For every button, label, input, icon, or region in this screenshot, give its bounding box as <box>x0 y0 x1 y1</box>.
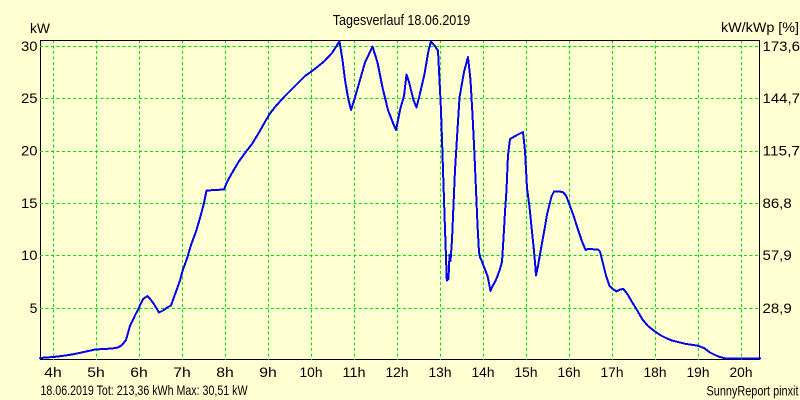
svg-text:25: 25 <box>21 90 38 106</box>
svg-text:14h: 14h <box>472 364 495 380</box>
svg-text:15: 15 <box>21 195 38 211</box>
svg-text:115,7: 115,7 <box>763 143 800 159</box>
svg-text:17h: 17h <box>601 364 624 380</box>
svg-text:20: 20 <box>21 143 38 159</box>
svg-text:144,7: 144,7 <box>763 90 800 106</box>
svg-text:6h: 6h <box>130 364 148 380</box>
svg-text:5: 5 <box>30 300 38 316</box>
svg-text:kW: kW <box>30 20 51 36</box>
svg-text:18.06.2019 Tot: 213,36 kWh Max: 18.06.2019 Tot: 213,36 kWh Max: 30,51 kW <box>41 382 249 398</box>
svg-text:18h: 18h <box>644 364 667 380</box>
svg-text:173,6: 173,6 <box>763 38 800 54</box>
svg-text:5h: 5h <box>87 364 105 380</box>
svg-text:16h: 16h <box>558 364 581 380</box>
svg-text:20h: 20h <box>730 364 753 380</box>
svg-text:30: 30 <box>21 38 38 54</box>
svg-text:19h: 19h <box>687 364 710 380</box>
svg-text:7h: 7h <box>173 364 191 380</box>
svg-text:10h: 10h <box>300 364 323 380</box>
svg-text:SunnyReport pinxit: SunnyReport pinxit <box>707 383 799 399</box>
svg-text:57,9: 57,9 <box>763 247 792 263</box>
svg-text:4h: 4h <box>44 364 62 380</box>
svg-text:9h: 9h <box>259 364 277 380</box>
svg-text:10: 10 <box>21 247 38 263</box>
svg-text:11h: 11h <box>343 364 366 380</box>
svg-text:28,9: 28,9 <box>763 300 792 316</box>
svg-text:kW/kWp [%]: kW/kWp [%] <box>721 19 799 35</box>
svg-text:12h: 12h <box>386 364 409 380</box>
svg-text:Tagesverlauf 18.06.2019: Tagesverlauf 18.06.2019 <box>333 12 471 29</box>
svg-text:13h: 13h <box>429 364 452 380</box>
svg-text:8h: 8h <box>216 364 234 380</box>
svg-text:15h: 15h <box>515 364 538 380</box>
svg-text:86,8: 86,8 <box>763 195 792 211</box>
